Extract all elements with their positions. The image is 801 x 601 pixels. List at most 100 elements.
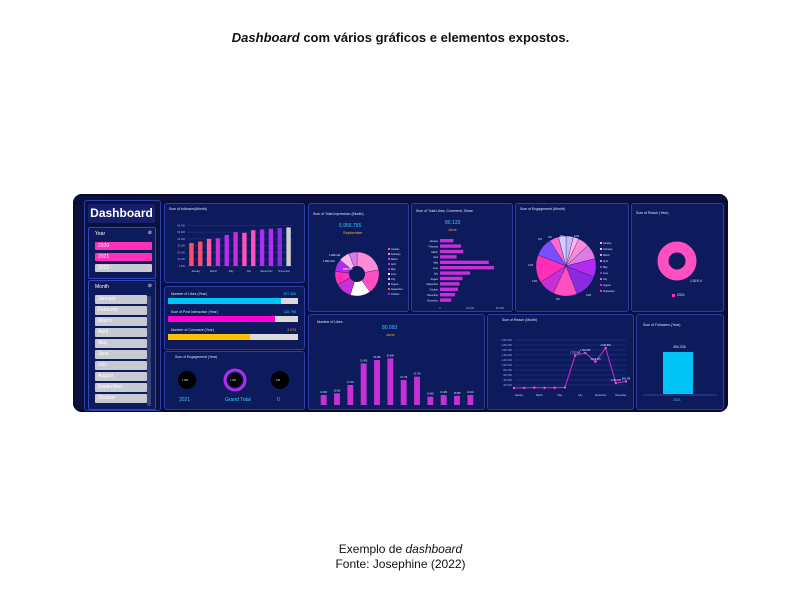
month-option[interactable]: January (95, 295, 147, 304)
lcs-chart: January February March April May June July Augu… (426, 239, 505, 310)
likes-bar-track (168, 298, 298, 304)
data-point (604, 346, 607, 350)
data-label: 31.763 (413, 374, 421, 376)
panel-title: Number of Likes (317, 320, 343, 324)
donut-ring (657, 241, 697, 281)
data-label: 14.081 (427, 394, 435, 396)
year-option-2022[interactable]: 2022 (95, 264, 152, 272)
y-tick-label: February (428, 245, 438, 248)
comment-bar-track (168, 334, 298, 340)
bar (440, 276, 463, 281)
bar (334, 393, 340, 405)
month-option[interactable]: April (95, 328, 147, 337)
pie-hole (349, 266, 365, 282)
bar (440, 287, 458, 291)
panel-title: Sum of Engagement (Year) (175, 355, 218, 359)
bar (427, 396, 434, 405)
followers-year-bar (663, 352, 693, 394)
gauge-2021 (178, 371, 196, 389)
x-tick-label: January (191, 270, 201, 273)
data-label: 51.456 (360, 360, 368, 362)
data-label: 13.681 (333, 390, 341, 392)
bar (440, 239, 454, 243)
bar (320, 395, 327, 405)
pie-label: 888.780 (343, 267, 353, 271)
interaction-bar-track (168, 316, 298, 322)
pie-label: 1.061.213 (323, 259, 335, 263)
x-tick-label: March (210, 270, 218, 273)
month-scrollbar[interactable] (147, 296, 151, 406)
month-option[interactable]: September (95, 383, 147, 392)
legend-label: August (391, 283, 399, 286)
figure-caption-top: Dashboard com vários gráficos e elemento… (0, 30, 801, 45)
followers-year-category: 2021 (673, 398, 681, 402)
panel-title: Sum of followers(Month) (169, 207, 207, 211)
data-label: 53.486 (387, 355, 395, 357)
dashboard-title: Dashboard (88, 204, 155, 223)
y-tick-label: April (433, 256, 438, 259)
likes-value: 207.350 (283, 292, 296, 296)
legend-swatch (388, 248, 390, 250)
year-option-2021[interactable]: 2021 (95, 253, 152, 261)
tick-label: 1.000.000 (501, 364, 512, 367)
y-tick-label: December (427, 299, 438, 302)
legend-swatch (388, 283, 390, 285)
month-option[interactable]: February (95, 306, 147, 315)
x-tick-label: March (536, 394, 543, 397)
tick-label: 800.000 (503, 369, 512, 372)
bar (224, 234, 229, 266)
year-slicer-title: Year (95, 231, 106, 237)
month-option[interactable]: June (95, 350, 147, 359)
followers-year-value: 454.336 (673, 345, 686, 349)
x-tick-label: July (578, 394, 583, 397)
month-option[interactable]: March (95, 317, 147, 326)
tick-label: 600.000 (503, 374, 512, 377)
engagement-month-pie: 4% 3% 6% 10% 13% 13% 9% 15% January February March… (528, 234, 615, 301)
bar (414, 376, 420, 405)
followers-month-chart: 0.000 10.000 20.000 30.000 40.000 50.000 60.00… (177, 224, 293, 273)
engagement-year-panel: Sum of Engagement (Year) 1.064 1.204 140… (164, 351, 305, 410)
legend-swatch (600, 278, 602, 280)
legend-swatch (388, 273, 390, 275)
data-point (543, 386, 546, 389)
data-label: 15.895 (453, 393, 461, 395)
lcs-value: 80.133 (445, 220, 461, 226)
filter-clear-icon[interactable]: ⊘ (147, 283, 152, 289)
data-point (594, 360, 597, 363)
bar (440, 244, 461, 248)
bar (251, 230, 256, 266)
month-option[interactable]: August (95, 372, 147, 381)
filter-clear-icon[interactable]: ⊘ (147, 230, 152, 236)
year-option-2020[interactable]: 2020 (95, 242, 152, 250)
x-tick-label: January (515, 394, 524, 397)
tick-label: 10.000 (177, 258, 185, 261)
legend-label: January (391, 248, 400, 251)
bar (268, 228, 274, 266)
legend-label: June (603, 272, 609, 275)
legend-label: March (391, 258, 398, 261)
likes-comment-share-panel: Sum of Total Likes, Comment, Share 80.13… (411, 203, 513, 312)
caption-emphasis: dashboard (405, 542, 463, 556)
reach-month-chart: 2.000.000 1.800.000 1.600.000 1.400.000 1.20… (501, 339, 631, 397)
pie-label: 15% (586, 293, 592, 297)
legend-swatch (600, 272, 602, 274)
caption-emphasis: Dashboard (231, 30, 300, 45)
caption-prefix: Exemplo de (338, 542, 406, 556)
legend-label: April (391, 263, 396, 266)
y-tick-label: May (433, 262, 438, 265)
gauge-label: 0 (277, 397, 280, 403)
bar (374, 360, 380, 405)
legend-swatch (600, 242, 602, 244)
bar (387, 358, 394, 405)
month-option[interactable]: October (95, 394, 147, 403)
month-option[interactable]: July (95, 361, 147, 370)
bar (206, 238, 212, 266)
month-slicer: Month ⊘ January February March April May June… (88, 280, 156, 410)
month-option[interactable]: May (95, 339, 147, 348)
reach-year-value: 1.519.4 (690, 279, 702, 283)
impression-value: 5.956.755 (339, 223, 362, 229)
panel-title: Sum of Reach (Year) (636, 211, 669, 215)
legend-label: July (603, 278, 608, 281)
gauge-label: Grand Total (225, 397, 251, 403)
likes-title: Number of Likes (Year) (171, 292, 207, 296)
